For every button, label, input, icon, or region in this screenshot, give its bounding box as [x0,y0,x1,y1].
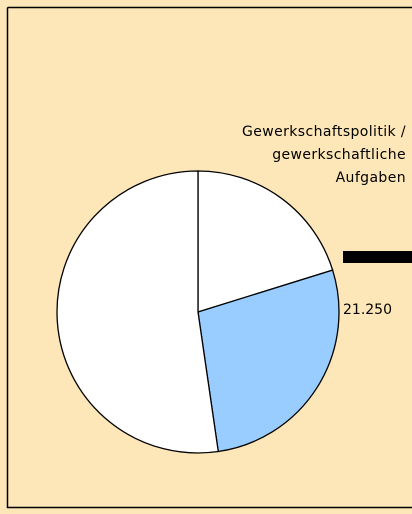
frame [6,6,412,509]
value-label: 21.250 [343,302,392,318]
pie-slice [197,269,340,453]
pie-slice [197,170,334,313]
legend-swatch [343,251,412,263]
slice-label: Gewerkschaftspolitik / gewerkschaftliche… [242,124,406,186]
pie-slice [56,170,220,454]
